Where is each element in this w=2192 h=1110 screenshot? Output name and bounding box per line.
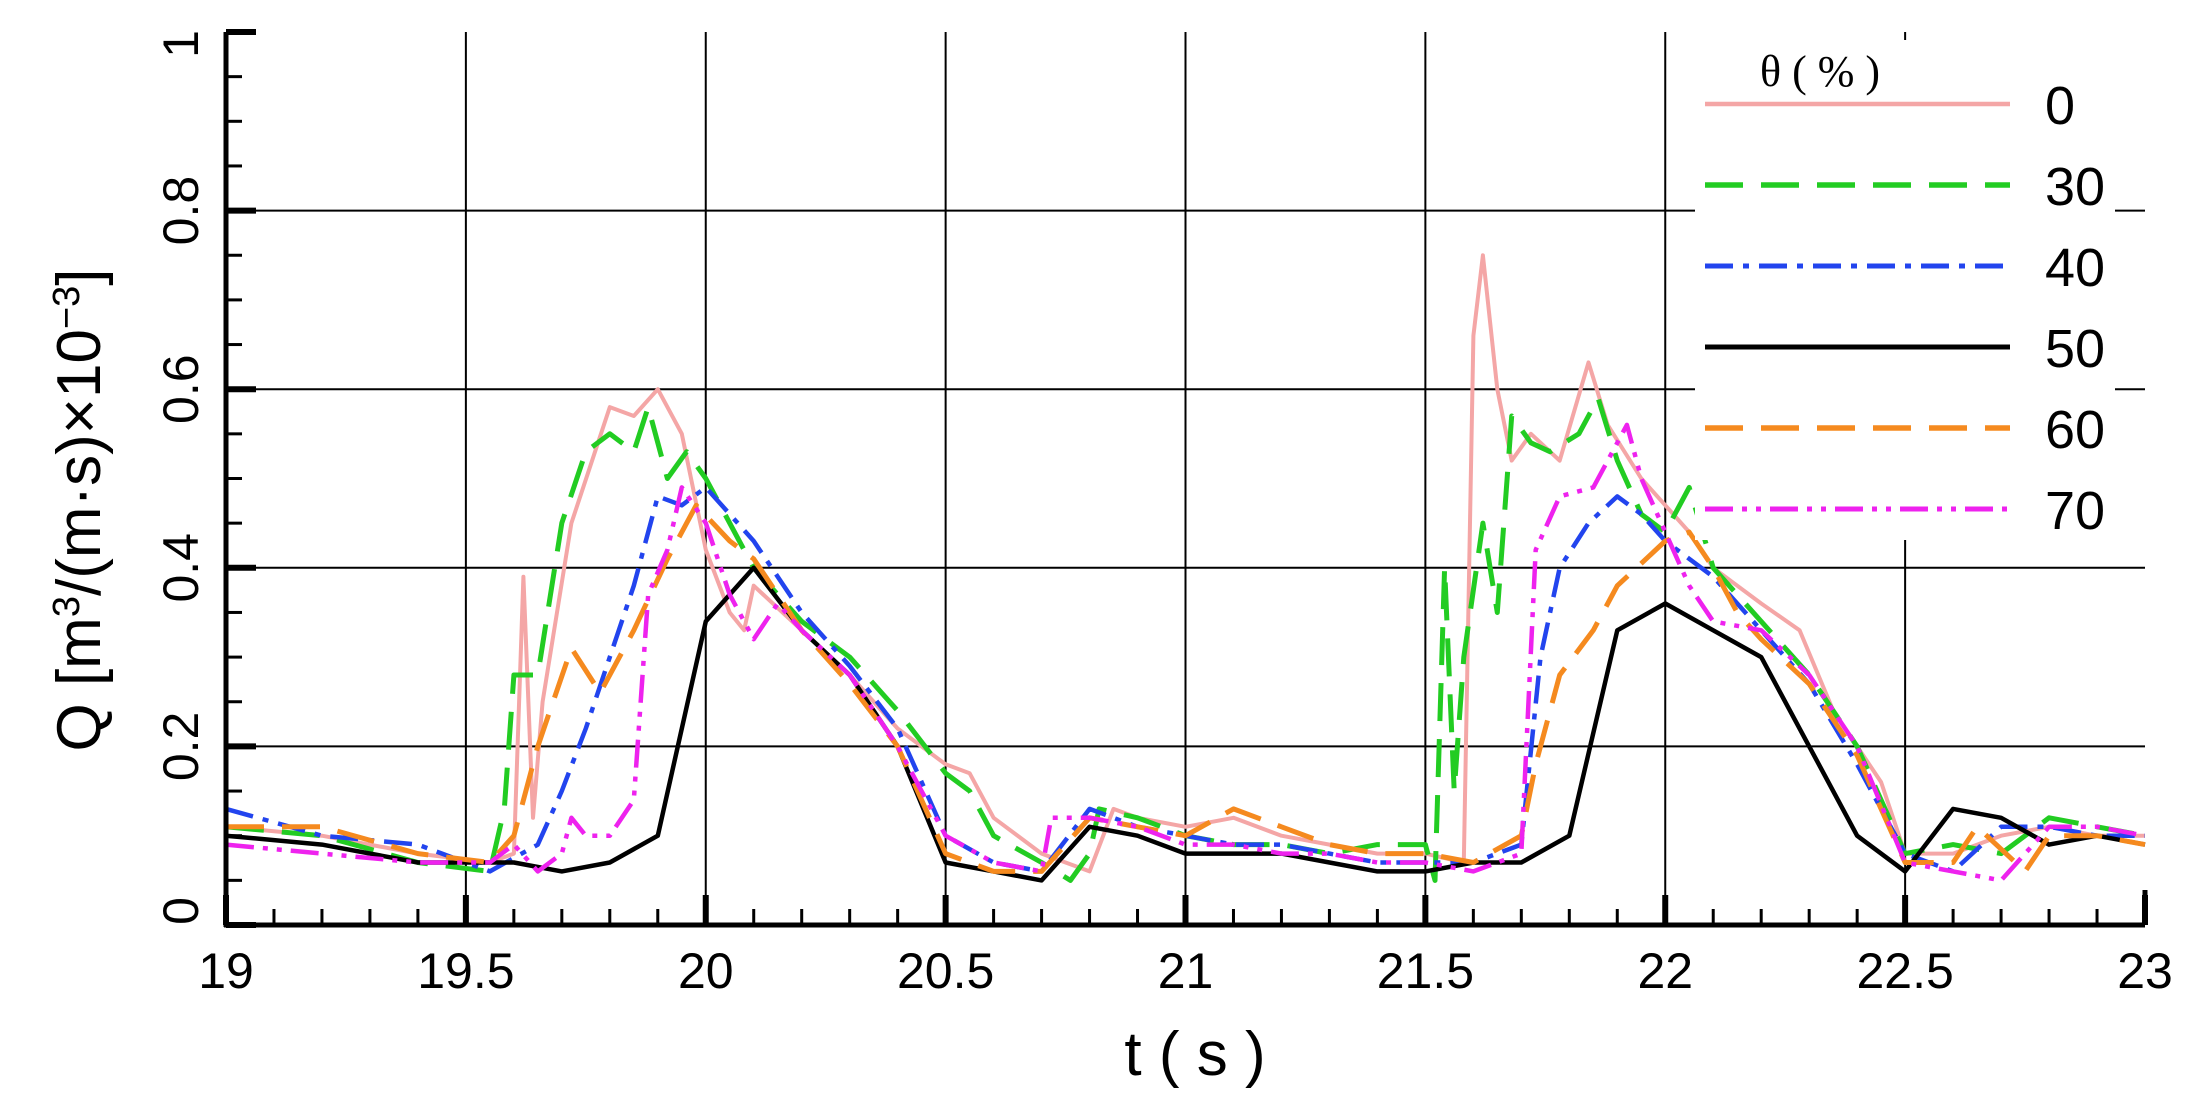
legend-label-50: 50 <box>2045 319 2105 379</box>
x-tick-label: 22.5 <box>1856 943 1953 999</box>
y-tick-label: 0.6 <box>153 354 209 424</box>
legend-title: θ ( % ) <box>1760 47 1880 96</box>
x-tick-label: 20.5 <box>897 943 994 999</box>
x-tick-label: 22 <box>1637 943 1693 999</box>
series-line-50 <box>225 565 2146 883</box>
y-axis-title-end: ] <box>45 268 114 285</box>
y-axis-title-sup2: −3 <box>46 286 88 329</box>
legend-background <box>1695 40 2115 540</box>
series-line-60 <box>226 502 2146 874</box>
x-tick-label: 19.5 <box>417 943 514 999</box>
x-tick-label: 23 <box>2117 943 2173 999</box>
y-tick-label: 0 <box>153 897 209 925</box>
y-axis-title-sup1: 3 <box>46 596 88 617</box>
legend-label-70: 70 <box>2045 481 2105 541</box>
x-axis-title: t ( s ) <box>1124 1020 1265 1089</box>
y-tick-labels: 0 0.2 0.4 0.6 0.8 1 <box>153 30 209 925</box>
legend-label-60: 60 <box>2045 400 2105 460</box>
y-tick-label: 0.4 <box>153 533 209 603</box>
y-axis-title: Q [m3/(m·s)×10−3] <box>45 268 114 751</box>
y-axis-title-mid: /(m·s)×10 <box>45 329 114 596</box>
series-line-70 <box>225 422 2146 883</box>
y-axis-title-main: Q [m <box>45 617 114 751</box>
y-tick-label: 0.8 <box>153 176 209 246</box>
x-tick-label: 20 <box>678 943 734 999</box>
legend-label-40: 40 <box>2045 238 2105 298</box>
x-tick-label: 19 <box>198 943 254 999</box>
x-tick-label: 21.5 <box>1377 943 1474 999</box>
x-tick-label: 21 <box>1158 943 1214 999</box>
legend: θ ( % ) 0 30 40 50 60 70 <box>1705 47 2105 541</box>
axes <box>223 29 2148 928</box>
y-tick-label: 1 <box>153 30 209 58</box>
legend-label-0: 0 <box>2045 76 2075 136</box>
y-tick-label: 0.2 <box>153 712 209 782</box>
legend-label-30: 30 <box>2045 157 2105 217</box>
x-tick-labels: 19 19.5 20 20.5 21 21.5 22 22.5 23 <box>198 943 2173 999</box>
